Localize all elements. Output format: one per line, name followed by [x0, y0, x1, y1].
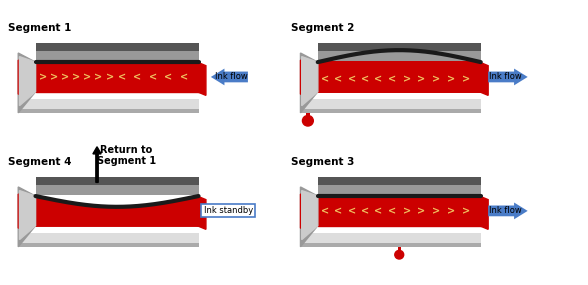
FancyBboxPatch shape — [300, 234, 481, 247]
Text: Segment 4: Segment 4 — [8, 157, 72, 167]
Polygon shape — [19, 57, 35, 106]
Polygon shape — [197, 62, 206, 95]
Text: >: > — [50, 72, 58, 82]
Text: <: < — [348, 206, 356, 216]
Text: <: < — [179, 72, 188, 82]
Text: <: < — [335, 74, 343, 84]
Polygon shape — [18, 53, 35, 113]
Polygon shape — [18, 187, 35, 247]
FancyArrow shape — [211, 69, 248, 85]
Text: <: < — [348, 74, 356, 84]
Text: >: > — [72, 72, 81, 82]
FancyBboxPatch shape — [35, 177, 199, 195]
FancyArrow shape — [488, 203, 527, 219]
Polygon shape — [300, 53, 318, 113]
Text: <: < — [321, 74, 329, 84]
Text: <: < — [164, 72, 172, 82]
FancyBboxPatch shape — [18, 100, 199, 113]
Text: <: < — [387, 206, 396, 216]
Text: Ink flow: Ink flow — [215, 72, 248, 82]
Text: >: > — [462, 74, 470, 84]
Polygon shape — [300, 60, 318, 94]
FancyBboxPatch shape — [318, 43, 481, 51]
Text: Segment 1: Segment 1 — [8, 23, 72, 33]
Text: >: > — [432, 74, 440, 84]
FancyBboxPatch shape — [18, 99, 199, 109]
Polygon shape — [18, 60, 35, 94]
Text: <: < — [375, 206, 383, 216]
FancyBboxPatch shape — [318, 177, 481, 185]
FancyBboxPatch shape — [18, 233, 199, 243]
Text: Ink standby: Ink standby — [203, 206, 253, 215]
Text: Segment 3: Segment 3 — [290, 157, 354, 167]
FancyBboxPatch shape — [306, 113, 310, 121]
FancyBboxPatch shape — [35, 177, 199, 185]
FancyBboxPatch shape — [300, 100, 481, 113]
Text: >: > — [447, 74, 455, 84]
FancyArrow shape — [488, 69, 527, 85]
Text: >: > — [95, 72, 102, 82]
Text: <: < — [149, 72, 157, 82]
FancyBboxPatch shape — [35, 43, 199, 51]
Polygon shape — [300, 194, 318, 228]
Text: <: < — [375, 74, 383, 84]
Text: <: < — [361, 206, 369, 216]
Polygon shape — [197, 196, 206, 229]
FancyBboxPatch shape — [318, 177, 481, 195]
Polygon shape — [302, 57, 318, 106]
Text: Ink flow: Ink flow — [489, 206, 522, 215]
Text: <: < — [118, 72, 126, 82]
Text: >: > — [83, 72, 92, 82]
Polygon shape — [300, 187, 318, 247]
Text: >: > — [432, 206, 440, 216]
Text: >: > — [403, 206, 411, 216]
Text: <: < — [361, 74, 369, 84]
Text: >: > — [447, 206, 455, 216]
Circle shape — [395, 251, 404, 259]
FancyBboxPatch shape — [18, 234, 199, 247]
Polygon shape — [479, 62, 488, 95]
Text: >: > — [39, 72, 47, 82]
Text: Segment 2: Segment 2 — [290, 23, 354, 33]
Polygon shape — [302, 191, 318, 240]
Text: Ink flow: Ink flow — [489, 72, 522, 82]
Polygon shape — [479, 196, 488, 229]
Polygon shape — [18, 194, 35, 228]
Text: >: > — [462, 206, 470, 216]
FancyBboxPatch shape — [300, 99, 481, 109]
Text: >: > — [403, 74, 411, 84]
Text: >: > — [61, 72, 69, 82]
Text: >: > — [417, 206, 426, 216]
FancyBboxPatch shape — [397, 247, 401, 255]
Text: <: < — [335, 206, 343, 216]
Text: >: > — [417, 74, 426, 84]
FancyBboxPatch shape — [35, 43, 199, 61]
Text: >: > — [105, 72, 113, 82]
Text: <: < — [321, 206, 329, 216]
Text: <: < — [133, 72, 142, 82]
FancyBboxPatch shape — [318, 43, 481, 61]
Polygon shape — [19, 191, 35, 240]
Text: Return to
Segment 1: Return to Segment 1 — [97, 144, 156, 166]
Text: <: < — [387, 74, 396, 84]
Circle shape — [302, 115, 313, 126]
FancyBboxPatch shape — [300, 233, 481, 243]
